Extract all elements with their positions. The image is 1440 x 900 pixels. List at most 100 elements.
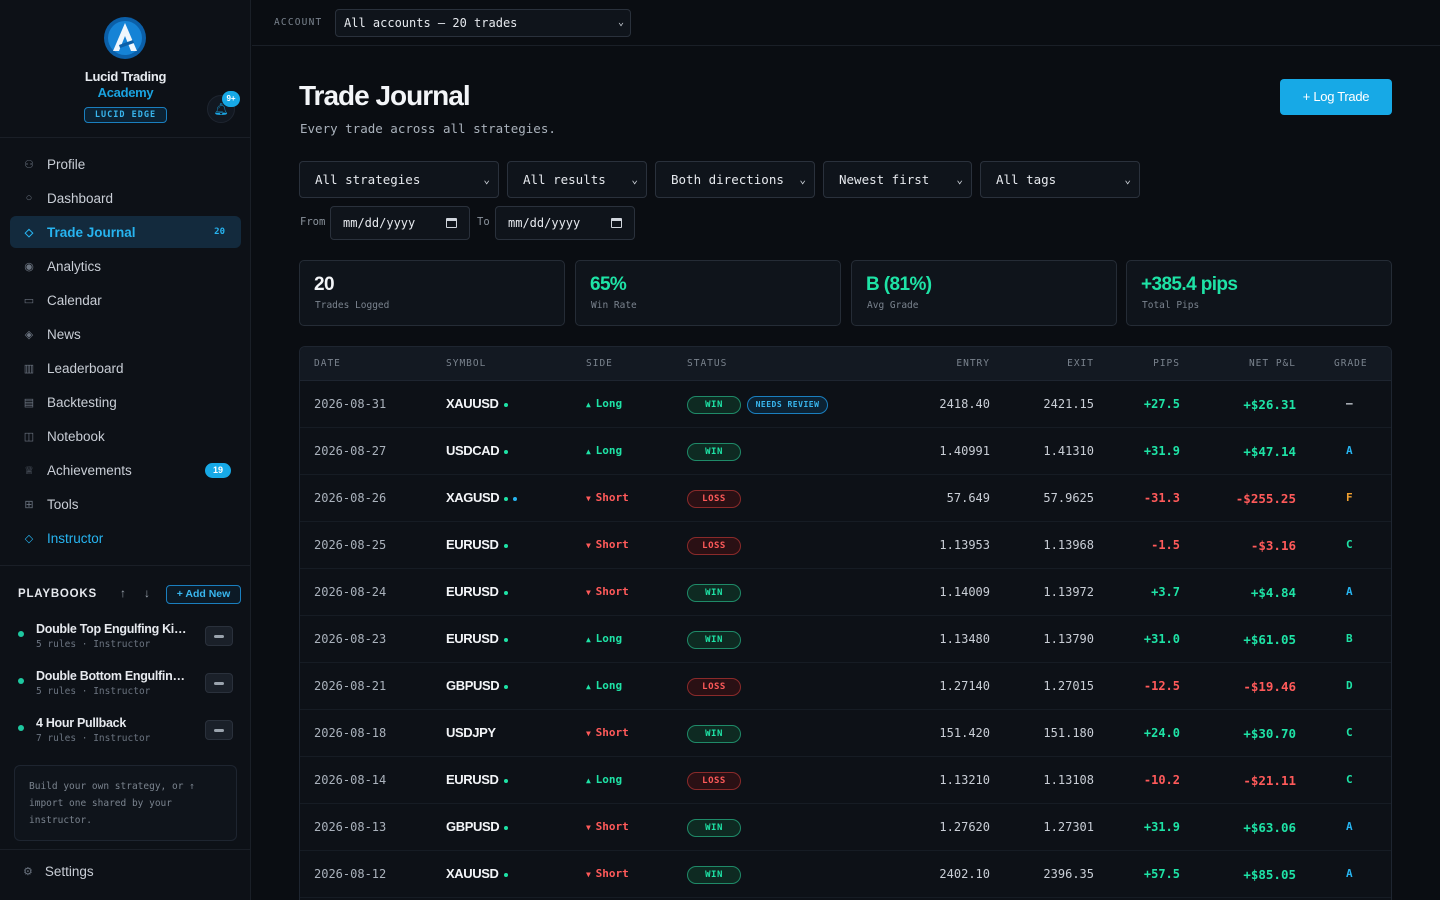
table-row[interactable]: 2026-08-18 USDJPY ▼ Short WIN 151.420 151.180… (300, 710, 1391, 757)
trade-date: 2026-08-24 (314, 585, 387, 599)
side-label: Short (595, 820, 629, 833)
exit-price: 1.27301 (1043, 820, 1094, 834)
playbook-toggle[interactable] (205, 626, 233, 646)
from-date-input[interactable]: mm/dd/yyyy (330, 206, 470, 240)
column-header-symbol[interactable]: SYMBOL (446, 358, 487, 369)
entry-price: 2402.10 (939, 867, 990, 881)
arrow-down-icon[interactable]: ↓ (144, 586, 150, 600)
direction-filter-select[interactable]: Both directions ⌄ (655, 161, 815, 198)
column-header-pips[interactable]: PIPS (1153, 358, 1180, 369)
sidebar-item-trade-journal[interactable]: ◇ Trade Journal 20 (10, 216, 241, 248)
table-row[interactable]: 2026-08-31 XAUUSD ▲ Long WIN NEEDS REVIEW 241… (300, 381, 1391, 428)
calendar-icon[interactable] (446, 218, 457, 228)
trade-grade: — (1346, 397, 1353, 410)
sidebar-item-instructor[interactable]: ◇ Instructor (10, 522, 241, 554)
trade-date: 2026-08-21 (314, 679, 387, 693)
triangle-down-icon: ▼ (586, 729, 596, 738)
sidebar-item-tools[interactable]: ⊞ Tools (10, 488, 241, 520)
trade-grade: A (1346, 444, 1353, 457)
side-label: Long (595, 632, 623, 645)
trade-net-pnl: -$3.16 (1250, 538, 1296, 553)
sidebar-item-label: Leaderboard (47, 360, 124, 376)
playbook-toggle[interactable] (205, 673, 233, 693)
trade-grade: F (1346, 491, 1353, 504)
sidebar-item-label: Tools (47, 496, 79, 512)
trade-symbol: USDJPY (446, 725, 496, 740)
column-header-status[interactable]: STATUS (687, 358, 728, 369)
stat-card-avg-grade: B (81%) Avg Grade (851, 260, 1117, 326)
trade-net-pnl: +$47.14 (1243, 444, 1296, 459)
table-row[interactable]: 2026-08-27 USDCAD ▲ Long WIN 1.40991 1.41310 +… (300, 428, 1391, 475)
playbook-item[interactable]: Double Bottom Engulfing Kicker 5 rules · … (18, 666, 238, 702)
table-row[interactable]: 2026-08-12 XAUUSD ▼ Short WIN 2402.10 2396.35… (300, 851, 1391, 898)
sidebar-item-calendar[interactable]: ▭ Calendar (10, 284, 241, 316)
sidebar-item-backtesting[interactable]: ▤ Backtesting (10, 386, 241, 418)
column-header-exit[interactable]: EXIT (1067, 358, 1094, 369)
playbook-item[interactable]: Double Top Engulfing Kicker 5 rules · Ins… (18, 619, 238, 655)
playbook-toggle[interactable] (205, 720, 233, 740)
table-row[interactable]: 2026-08-24 EURUSD ▼ Short WIN 1.14009 1.13972… (300, 569, 1391, 616)
trade-side: ▲ Long (586, 444, 622, 457)
table-row[interactable]: 2026-08-13 GBPUSD ▼ Short WIN 1.27620 1.27301… (300, 804, 1391, 851)
table-row[interactable]: 2026-08-26 XAGUSD ▼ Short LOSS 57.649 57.9625… (300, 475, 1391, 522)
log-trade-button[interactable]: + Log Trade (1280, 79, 1392, 115)
trade-pips: +27.5 (1143, 397, 1180, 411)
calendar-icon[interactable] (611, 218, 622, 228)
symbol-text: USDJPY (446, 725, 496, 740)
strategy-filter-select[interactable]: All strategies ⌄ (299, 161, 499, 198)
circle-icon: ○ (25, 192, 33, 204)
trade-pips: +31.0 (1143, 632, 1180, 646)
sidebar-nav: ⚇ Profile ○ Dashboard ◇ Trade Journal 20 ◉ Analy… (10, 148, 241, 556)
tag-dot (503, 778, 508, 783)
chart-icon: ▤ (23, 396, 35, 409)
trade-pips: +3.7 (1151, 585, 1180, 599)
side-label: Long (595, 679, 623, 692)
table-row[interactable]: 2026-08-21 GBPUSD ▲ Long LOSS 1.27140 1.27015… (300, 663, 1391, 710)
tags-filter-value: All tags (996, 172, 1057, 187)
tag-dot (504, 496, 509, 501)
trophy-icon: ♕ (24, 464, 34, 477)
trade-pips: +31.9 (1143, 820, 1180, 834)
add-playbook-button[interactable]: + Add New (166, 585, 241, 604)
tags-filter-select[interactable]: All tags ⌄ (980, 161, 1140, 198)
column-header-grade[interactable]: GRADE (1334, 358, 1368, 369)
column-header-side[interactable]: SIDE (586, 358, 613, 369)
sidebar-item-analytics[interactable]: ◉ Analytics (10, 250, 241, 282)
status-badge: LOSS (687, 490, 741, 508)
trade-side: ▼ Short (586, 491, 629, 504)
column-header-net-pnl[interactable]: NET P&L (1248, 358, 1296, 369)
trade-date: 2026-08-14 (314, 773, 387, 787)
column-header-date[interactable]: DATE (314, 358, 341, 369)
playbook-item[interactable]: 4 Hour Pullback 7 rules · Instructor (18, 713, 238, 749)
stat-label: Total Pips (1142, 300, 1200, 311)
sidebar-item-leaderboard[interactable]: ▥ Leaderboard (10, 352, 241, 384)
result-filter-select[interactable]: All results ⌄ (507, 161, 647, 198)
arrow-up-icon[interactable]: ↑ (120, 586, 126, 600)
to-date-placeholder: mm/dd/yyyy (508, 216, 581, 230)
trade-pips: +31.9 (1143, 444, 1180, 458)
sidebar-item-settings[interactable]: ⚙ Settings (23, 864, 94, 879)
trade-date: 2026-08-25 (314, 538, 387, 552)
exit-price: 1.13108 (1043, 773, 1094, 787)
sidebar-item-notebook[interactable]: ◫ Notebook (10, 420, 241, 452)
column-header-entry[interactable]: ENTRY (956, 358, 990, 369)
sidebar-item-dashboard[interactable]: ○ Dashboard (10, 182, 241, 214)
table-row[interactable]: 2026-08-23 EURUSD ▲ Long WIN 1.13480 1.13790 +… (300, 616, 1391, 663)
sort-select[interactable]: Newest first ⌄ (823, 161, 972, 198)
book-icon: ◫ (23, 430, 35, 443)
trade-net-pnl: +$63.06 (1243, 820, 1296, 835)
table-row[interactable]: 2026-08-25 EURUSD ▼ Short LOSS 1.13953 1.1396… (300, 522, 1391, 569)
trade-pips: -10.2 (1143, 773, 1180, 787)
table-row[interactable]: 2026-08-14 EURUSD ▲ Long LOSS 1.13210 1.13108… (300, 757, 1391, 804)
to-date-input[interactable]: mm/dd/yyyy (495, 206, 635, 240)
result-filter-value: All results (523, 172, 606, 187)
triangle-down-icon: ▼ (586, 870, 596, 879)
direction-filter-value: Both directions (671, 172, 784, 187)
account-select[interactable]: All accounts — 20 trades ⌄ (335, 9, 631, 37)
sidebar-item-profile[interactable]: ⚇ Profile (10, 148, 241, 180)
sidebar-item-achievements[interactable]: ♕ Achievements 19 (10, 454, 241, 486)
trade-symbol: XAUUSD (446, 396, 508, 411)
side-label: Short (595, 867, 629, 880)
sidebar-item-news[interactable]: ◈ News (10, 318, 241, 350)
trade-side: ▲ Long (586, 632, 622, 645)
